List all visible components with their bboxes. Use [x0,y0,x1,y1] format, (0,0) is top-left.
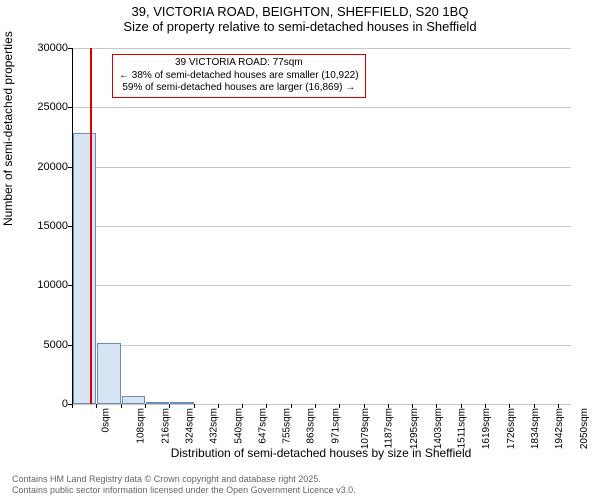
footer-line1: Contains HM Land Registry data © Crown c… [12,474,356,485]
x-tick-mark [121,404,122,408]
x-tick-mark [534,404,535,408]
x-tick-label: 1187sqm [384,408,395,448]
x-tick-label: 1403sqm [433,408,444,449]
annotation-line: 39 VICTORIA ROAD: 77sqm [119,57,359,70]
x-tick-label: 971sqm [330,408,341,444]
x-tick-label: 432sqm [209,408,220,444]
x-tick-mark [218,404,219,408]
gridline [73,226,571,227]
gridline [73,107,571,108]
histogram-bar [170,402,193,404]
y-axis-title: Number of semi-detached properties [1,31,15,226]
x-tick-label: 1726sqm [506,408,517,449]
x-tick-mark [364,404,365,408]
chart-title-line1: 39, VICTORIA ROAD, BEIGHTON, SHEFFIELD, … [0,4,600,19]
x-tick-mark [485,404,486,408]
x-tick-label: 108sqm [136,408,147,444]
x-tick-mark [339,404,340,408]
annotation-line: 59% of semi-detached houses are larger (… [119,82,359,95]
gridline [73,285,571,286]
x-tick-label: 1619sqm [482,408,493,449]
x-tick-mark [388,404,389,408]
y-tick-label: 0 [8,398,68,410]
histogram-bar [146,402,169,404]
x-tick-mark [96,404,97,408]
histogram-bar [97,343,120,404]
footer-line2: Contains public sector information licen… [12,485,356,496]
annotation-box: 39 VICTORIA ROAD: 77sqm← 38% of semi-det… [112,54,366,98]
annotation-line: ← 38% of semi-detached houses are smalle… [119,70,359,83]
highlight-line [90,48,92,404]
x-tick-label: 540sqm [233,408,244,444]
chart-title-block: 39, VICTORIA ROAD, BEIGHTON, SHEFFIELD, … [0,4,600,34]
x-tick-mark [266,404,267,408]
x-tick-mark [194,404,195,408]
x-tick-label: 0sqm [100,408,111,432]
gridline [73,404,571,405]
x-tick-label: 1942sqm [554,408,565,449]
gridline [73,48,571,49]
y-tick-label: 10000 [8,279,68,291]
plot-area [72,48,571,405]
x-tick-mark [291,404,292,408]
x-tick-mark [169,404,170,408]
y-tick-label: 25000 [8,101,68,113]
x-tick-label: 324sqm [185,408,196,444]
x-tick-label: 1295sqm [409,408,420,449]
x-tick-mark [461,404,462,408]
x-tick-mark [145,404,146,408]
y-tick-label: 15000 [8,220,68,232]
x-axis-title: Distribution of semi-detached houses by … [72,446,570,460]
x-tick-mark [242,404,243,408]
y-tick-label: 5000 [8,339,68,351]
footer-attribution: Contains HM Land Registry data © Crown c… [12,474,356,496]
x-tick-mark [72,404,73,408]
gridline [73,167,571,168]
x-tick-mark [509,404,510,408]
x-tick-label: 1079sqm [360,408,371,449]
y-tick-label: 20000 [8,161,68,173]
x-tick-label: 216sqm [160,408,171,444]
gridline [73,345,571,346]
x-tick-label: 1511sqm [457,408,468,448]
x-tick-label: 647sqm [257,408,268,444]
x-tick-mark [436,404,437,408]
x-tick-label: 1834sqm [530,408,541,449]
x-tick-label: 2050sqm [579,408,590,449]
histogram-bar [73,133,96,404]
histogram-bar [122,396,145,404]
chart-title-line2: Size of property relative to semi-detach… [0,19,600,34]
y-tick-label: 30000 [8,42,68,54]
x-tick-label: 755sqm [282,408,293,444]
x-tick-label: 863sqm [306,408,317,444]
x-tick-mark [412,404,413,408]
x-tick-mark [315,404,316,408]
x-tick-mark [558,404,559,408]
chart-container: 39, VICTORIA ROAD, BEIGHTON, SHEFFIELD, … [0,0,600,500]
